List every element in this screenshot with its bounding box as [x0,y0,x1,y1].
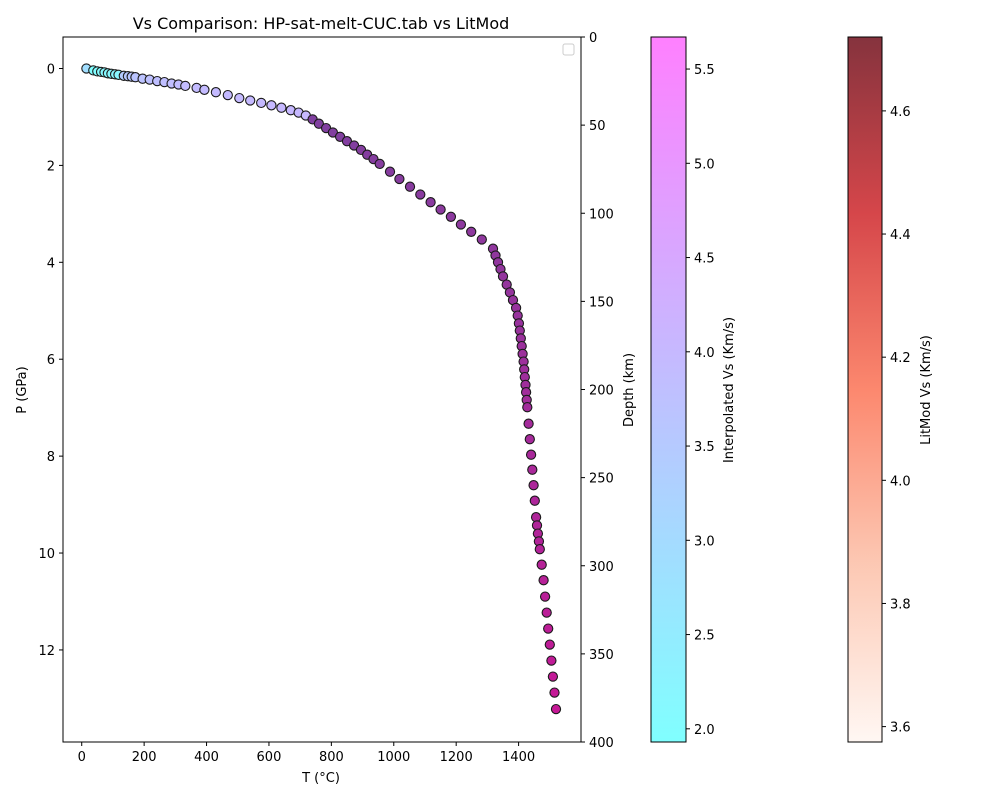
colorbar-interpolated-gradient [650,36,687,743]
data-point [536,559,547,570]
data-point [276,102,287,113]
data-point [538,575,549,586]
data-point [529,495,540,506]
data-point [435,204,446,215]
y-tick-label: 12 [38,644,55,659]
data-point [476,234,487,245]
data-point [544,639,555,650]
data-point [222,89,233,101]
colorbar-tick-label: 4.5 [694,252,715,267]
data-point [245,95,256,106]
x-tick-label: 600 [257,750,282,765]
data-point [525,449,537,460]
data-point [543,623,554,634]
data-point [527,464,538,475]
y2-axis-label: Depth (km) [622,353,637,427]
data-point [266,100,277,111]
data-point [549,687,560,698]
colorbar-tick-label: 2.5 [694,629,715,644]
colorbar-tick-label: 4.6 [890,105,911,120]
data-point [534,544,545,555]
colorbar-tick-label: 3.0 [694,534,715,549]
data-point [425,197,436,208]
data-point [394,173,405,185]
colorbar-tick-label: 4.0 [694,346,715,361]
colorbar-interpolated-vs: 2.0 2.5 3.0 3.5 4.0 4.5 5.0 5.5 Interpolated Vs… [650,36,737,743]
y-tick-label: 8 [47,450,55,465]
y2-tick-label: 200 [589,384,614,399]
data-point [415,189,426,200]
scatter-points [81,63,562,715]
data-point [466,226,477,237]
colorbar-litmod-label: LitMod Vs (Km/s) [919,335,934,445]
y-axis: 0 2 4 6 8 10 12 [38,62,63,659]
y2-tick-label: 150 [589,295,614,310]
data-point [210,87,222,98]
data-point [455,219,467,230]
colorbar-tick-label: 4.0 [890,474,911,489]
y2-tick-label: 350 [589,648,614,663]
data-point [374,158,385,170]
x-tick-label: 1200 [440,750,473,765]
data-point [546,655,557,666]
chart-title: Vs Comparison: HP-sat-melt-CUC.tab vs Li… [133,14,510,33]
data-point [539,591,551,602]
y2-tick-label: 300 [589,560,614,575]
y2-tick-label: 100 [589,207,614,222]
colorbar-tick-label: 2.0 [694,723,715,738]
x-tick-label: 200 [132,750,157,765]
data-point [256,97,267,109]
x-tick-label: 1400 [502,750,535,765]
x-tick-label: 800 [319,750,344,765]
colorbar-tick-label: 3.8 [890,597,911,612]
data-point [180,80,191,92]
colorbar-interpolated-label: Interpolated Vs (Km/s) [722,317,737,463]
x-tick-label: 1000 [377,750,410,765]
colorbar-tick-label: 4.2 [890,351,911,366]
data-point [234,92,245,104]
y2-tick-label: 50 [589,119,606,134]
data-point [547,671,559,682]
colorbar-tick-label: 3.6 [890,721,911,736]
y-tick-label: 0 [47,62,55,77]
x-axis: 0 200 400 600 800 1000 1200 1400 [78,742,535,765]
data-point [404,181,416,192]
colorbar-tick-label: 3.5 [694,440,715,455]
y-tick-label: 2 [47,159,55,174]
y-tick-label: 10 [38,547,55,562]
colorbar-tick-label: 5.5 [694,63,715,78]
colorbar-interpolated-ticks: 2.0 2.5 3.0 3.5 4.0 4.5 5.0 5.5 [686,63,715,738]
colorbar-litmod-gradient [847,36,883,743]
y-axis-label: P (GPa) [15,366,30,413]
data-point [550,703,562,715]
data-point [497,271,509,282]
y-tick-label: 4 [47,256,55,271]
data-point [384,166,396,177]
colorbar-tick-label: 4.4 [890,228,911,243]
x-axis-label: T (°C) [301,771,340,786]
data-point [522,402,533,413]
y2-axis: 0 50 100 150 200 250 300 350 400 [581,31,614,751]
y2-tick-label: 400 [589,736,614,751]
y2-tick-label: 0 [589,31,597,46]
data-point [541,607,552,618]
data-point [528,480,539,491]
y2-tick-label: 250 [589,472,614,487]
colorbar-tick-label: 5.0 [694,157,715,172]
colorbar-litmod-vs: 3.6 3.8 4.0 4.2 4.4 4.6 LitMod Vs (Km/s) [847,36,934,743]
data-point [199,84,210,95]
data-point [445,211,457,222]
data-point [524,434,535,445]
data-point [523,418,534,429]
y-tick-label: 6 [47,353,55,368]
x-tick-label: 400 [194,750,219,765]
plot-frame [62,36,582,743]
x-tick-label: 0 [78,750,86,765]
colorbar-litmod-ticks: 3.6 3.8 4.0 4.2 4.4 4.6 [882,105,911,736]
legend-box [562,43,575,56]
